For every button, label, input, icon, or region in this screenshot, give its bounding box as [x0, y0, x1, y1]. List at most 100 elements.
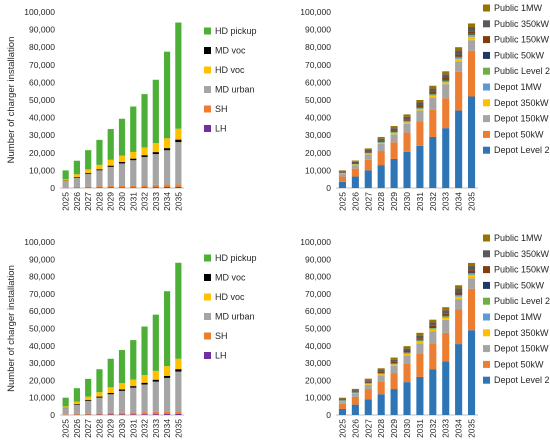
bar-segment — [163, 291, 171, 367]
bar-segment — [152, 187, 159, 188]
bar-segment — [455, 292, 463, 295]
x-tick-label: 2034 — [454, 192, 464, 211]
bar-segment — [364, 152, 372, 154]
bar-segment — [467, 34, 476, 36]
bar-segment — [351, 390, 359, 392]
bar-segment — [175, 128, 182, 140]
x-tick-label: 2034 — [162, 192, 172, 211]
legend-label: SH — [215, 331, 228, 341]
bar-segment — [141, 414, 148, 415]
bar-segment — [442, 71, 450, 75]
bar-segment — [163, 187, 171, 188]
bar-segment — [416, 353, 424, 377]
bar-segment — [85, 413, 92, 415]
bar-segment — [118, 155, 126, 163]
bar-segment — [107, 166, 114, 186]
chart-panel-3: 0 10,000 20,000 30,000 40,000 50,000 60,000 70,… — [6, 237, 257, 438]
bar-segment — [429, 319, 437, 323]
bar-segment — [85, 150, 92, 170]
bar-segment — [364, 151, 372, 153]
bar-segment — [175, 262, 182, 359]
bar-segment — [163, 184, 171, 188]
bar-segment — [416, 108, 424, 111]
bar-segment — [96, 164, 103, 170]
bar-segment — [377, 373, 385, 374]
legend-label: Public 50kW — [494, 50, 545, 60]
bar-segment — [175, 184, 182, 187]
x-tick-label: 2029 — [106, 192, 116, 211]
y-tick-label: 40,000 — [29, 341, 55, 351]
bar-segment — [175, 142, 182, 185]
x-tick-label: 2028 — [94, 192, 104, 211]
bar-segment — [351, 396, 359, 405]
bar-segment — [403, 116, 411, 120]
bar-segment — [338, 401, 347, 404]
bar-segment — [351, 168, 359, 177]
bar-segment — [338, 398, 347, 400]
bar-segment — [377, 151, 385, 166]
bar-segment — [390, 357, 398, 360]
bar-segment — [416, 110, 424, 122]
bar-segment — [467, 273, 476, 275]
bar-segment — [416, 102, 424, 106]
bar-segment — [141, 382, 148, 385]
y-tick-label: 90,000 — [29, 254, 55, 264]
bar-segment — [455, 50, 463, 55]
bar-segment — [338, 176, 347, 182]
bar-segment — [403, 353, 411, 356]
bar-segment — [416, 343, 424, 354]
legend-label: LH — [215, 124, 227, 134]
bar-segment — [338, 181, 347, 188]
bar-segment — [338, 397, 347, 399]
legend-label: Public 1MW — [494, 233, 543, 243]
bar-segment — [118, 390, 126, 413]
bar-segment — [364, 148, 372, 150]
legend-swatch — [483, 146, 490, 154]
bar-segment — [377, 142, 385, 143]
bar-segment — [141, 94, 148, 148]
bar-segment — [107, 129, 114, 160]
y-tick-label: 30,000 — [305, 358, 331, 368]
bar-segment — [107, 165, 114, 167]
bar-segment — [152, 152, 159, 155]
bar-segment — [364, 159, 372, 171]
bar-segment — [416, 335, 424, 339]
bar-segment — [377, 374, 385, 376]
bar-segment — [416, 341, 424, 342]
x-tick-label: 2034 — [454, 419, 464, 438]
bar-segment — [163, 375, 171, 378]
bar-segment — [141, 375, 148, 383]
bar-segment — [429, 329, 437, 332]
bar-segment — [467, 275, 476, 279]
bar-segment — [130, 414, 137, 415]
y-tick-label: 70,000 — [29, 60, 55, 70]
legend-label: Depot 50kW — [494, 359, 544, 369]
bar-segment — [118, 412, 126, 415]
bar-segment — [390, 359, 398, 362]
bar-segment — [403, 122, 411, 124]
bar-segment — [152, 79, 159, 144]
bar-segment — [403, 114, 411, 117]
legend-swatch — [483, 67, 490, 75]
legend-swatch — [204, 293, 211, 301]
bar-segment — [96, 169, 103, 171]
bar-segment — [85, 173, 92, 187]
bar-segment — [152, 411, 159, 415]
bar-segment — [455, 288, 463, 293]
x-tick-label: 2027 — [363, 419, 373, 438]
bar-segment — [467, 266, 476, 271]
bar-segment — [62, 408, 69, 415]
x-tick-label: 2032 — [428, 192, 438, 211]
bar-segment — [96, 170, 103, 187]
bar-segment — [130, 412, 137, 415]
y-tick-label: 90,000 — [29, 25, 55, 35]
legend-swatch — [204, 47, 211, 54]
bar-segment — [364, 399, 372, 415]
x-tick-label: 2026 — [350, 192, 360, 211]
bar-segment — [141, 155, 148, 157]
legend-label: Public 150kW — [494, 35, 550, 45]
bar-segment — [403, 352, 411, 354]
legend-label: HD pickup — [215, 253, 257, 263]
bar-segment — [73, 404, 81, 405]
y-tick-label: 10,000 — [29, 165, 55, 175]
